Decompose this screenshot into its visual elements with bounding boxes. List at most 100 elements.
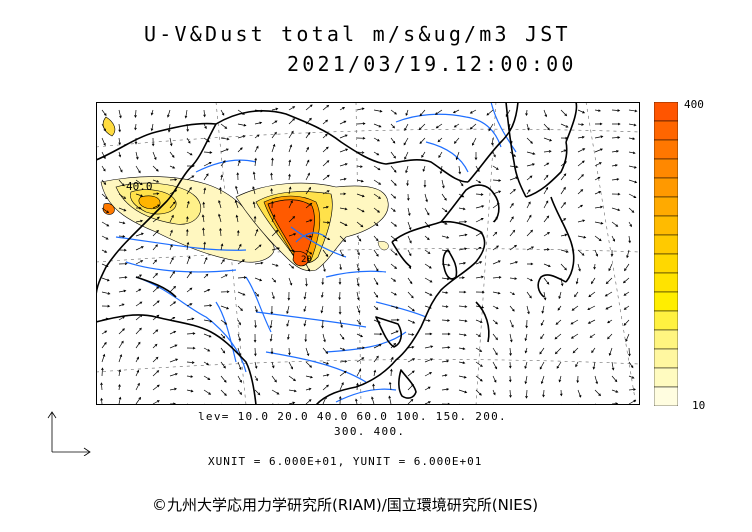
wind-vector bbox=[458, 375, 467, 379]
wind-vector bbox=[203, 273, 209, 279]
wind-vector bbox=[475, 375, 483, 382]
wind-vector bbox=[560, 109, 568, 117]
wind-vector bbox=[611, 192, 621, 196]
wind-vector bbox=[526, 163, 535, 167]
legend-band bbox=[653, 177, 679, 198]
wind-vector bbox=[475, 218, 484, 223]
wind-vector bbox=[118, 369, 122, 377]
wind-vector bbox=[554, 333, 562, 340]
wind-vector bbox=[305, 263, 311, 272]
wind-vector bbox=[610, 249, 614, 257]
wind-vector bbox=[509, 261, 519, 265]
wind-vector bbox=[220, 174, 224, 181]
wind-vector bbox=[390, 109, 397, 115]
wind-vector bbox=[475, 231, 483, 237]
legend-band bbox=[653, 139, 679, 160]
wind-vector bbox=[322, 174, 330, 181]
wind-vector bbox=[526, 201, 531, 209]
wind-vector bbox=[288, 375, 296, 382]
wind-vector bbox=[118, 235, 126, 238]
wind-vector bbox=[455, 151, 460, 161]
wind-vector bbox=[237, 361, 242, 371]
wind-vector bbox=[252, 186, 256, 195]
wind-vector bbox=[270, 172, 273, 181]
wind-vector bbox=[572, 347, 579, 354]
wind-vector bbox=[390, 179, 397, 186]
wind-vector bbox=[288, 249, 296, 253]
wind-vector bbox=[509, 389, 512, 398]
wind-vector bbox=[560, 263, 567, 271]
wind-vector bbox=[539, 347, 545, 355]
wind-vector bbox=[405, 109, 409, 116]
wind-vector bbox=[356, 136, 366, 140]
wind-vector bbox=[152, 272, 158, 279]
wind-vector bbox=[135, 179, 143, 186]
wind-vector bbox=[390, 263, 398, 269]
legend-band bbox=[653, 234, 679, 255]
wind-vector bbox=[150, 123, 154, 132]
legend-band bbox=[653, 196, 679, 217]
wind-vector bbox=[220, 319, 228, 325]
wind-vector bbox=[288, 144, 293, 153]
wind-vector bbox=[253, 333, 257, 343]
wind-vector bbox=[288, 263, 295, 269]
wind-vector bbox=[339, 333, 345, 340]
legend-band bbox=[653, 101, 679, 122]
wind-vector bbox=[424, 345, 434, 349]
wind-vector bbox=[237, 291, 246, 296]
wind-vector bbox=[475, 179, 482, 184]
wind-vector bbox=[424, 249, 431, 255]
wind-vector bbox=[577, 148, 586, 153]
wind-vector bbox=[203, 347, 211, 352]
wind-vector bbox=[236, 229, 240, 237]
wind-vector bbox=[203, 161, 212, 167]
wind-vector bbox=[101, 277, 110, 282]
wind-vector bbox=[458, 333, 467, 337]
wind-vector bbox=[442, 332, 451, 336]
wind-vector bbox=[186, 346, 196, 350]
wind-vector bbox=[271, 107, 279, 111]
wind-vector bbox=[322, 133, 328, 139]
wind-vector bbox=[237, 243, 242, 251]
wind-vector bbox=[373, 179, 382, 185]
wind-vector bbox=[169, 201, 176, 209]
wind-vector bbox=[202, 201, 206, 209]
wind-vector bbox=[509, 165, 519, 169]
wind-vector bbox=[625, 333, 630, 342]
wind-vector bbox=[101, 249, 108, 253]
wind-vector bbox=[475, 165, 480, 173]
wind-vector bbox=[118, 109, 122, 119]
wind-vector bbox=[475, 333, 482, 337]
wind-vector bbox=[390, 356, 394, 363]
wind-vector bbox=[407, 263, 412, 270]
wind-vector bbox=[403, 137, 409, 146]
wind-vector bbox=[492, 319, 498, 325]
wind-vector bbox=[560, 123, 569, 128]
wind-vector bbox=[560, 149, 567, 153]
wind-vector bbox=[390, 318, 400, 322]
wind-vector bbox=[441, 387, 450, 391]
wind-vector bbox=[628, 221, 632, 228]
wind-vector bbox=[373, 165, 381, 171]
wind-vector bbox=[135, 165, 141, 174]
coastlines bbox=[96, 102, 578, 405]
wind-vector bbox=[509, 305, 515, 312]
wind-vector bbox=[236, 172, 240, 181]
wind-vector bbox=[594, 176, 601, 181]
wind-vector bbox=[184, 109, 188, 119]
wind-vector bbox=[407, 193, 410, 201]
wind-vector bbox=[507, 123, 511, 131]
wind-vector bbox=[356, 165, 363, 168]
wind-vector bbox=[271, 389, 280, 395]
wind-vector bbox=[305, 202, 313, 209]
wind-vector bbox=[492, 190, 502, 195]
wind-vector bbox=[270, 188, 273, 195]
vector-units: XUNIT = 6.000E+01, YUNIT = 6.000E+01 bbox=[208, 455, 483, 468]
wind-vector bbox=[254, 261, 264, 265]
wind-vector bbox=[135, 260, 144, 265]
wind-vector bbox=[304, 333, 308, 343]
wind-vector bbox=[526, 246, 535, 251]
wind-vector bbox=[471, 137, 477, 146]
wind-vector bbox=[288, 347, 291, 356]
wind-vector bbox=[203, 123, 207, 130]
